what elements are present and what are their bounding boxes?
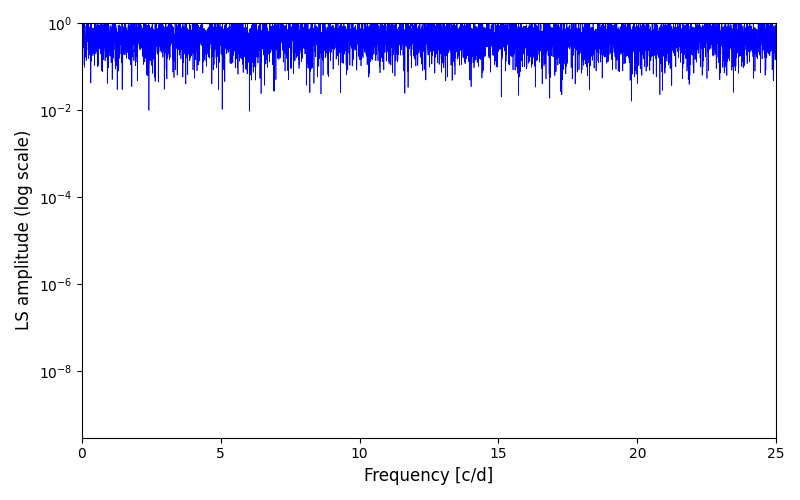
X-axis label: Frequency [c/d]: Frequency [c/d] [364, 467, 494, 485]
Y-axis label: LS amplitude (log scale): LS amplitude (log scale) [15, 130, 33, 330]
